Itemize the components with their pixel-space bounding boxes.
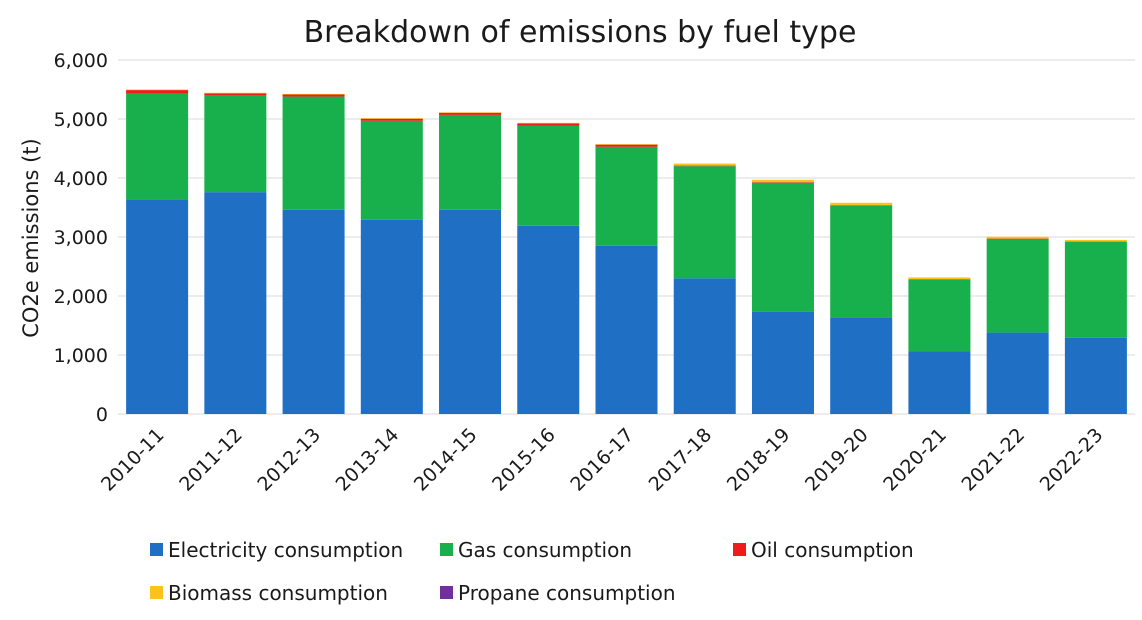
bar-segment-electricity-consumption [126, 199, 189, 414]
x-tick-label: 2017-18 [645, 424, 717, 496]
bar-segment-biomass-consumption [673, 163, 736, 166]
x-tick-label: 2019-20 [801, 424, 873, 496]
bar-segment-electricity-consumption [595, 245, 658, 414]
x-tick-label: 2011-12 [175, 424, 247, 496]
y-tick-label: 0 [96, 404, 108, 426]
legend-item: Gas consumption [440, 538, 632, 562]
legend-item: Propane consumption [440, 581, 676, 605]
y-tick-label: 6,000 [54, 50, 108, 72]
legend-item: Biomass consumption [150, 581, 388, 605]
bar-segment-electricity-consumption [1064, 337, 1127, 414]
bar-segment-oil-consumption [830, 205, 893, 206]
bar-segment-gas-consumption [908, 279, 971, 352]
y-tick-label: 3,000 [54, 227, 108, 249]
bar-segment-electricity-consumption [360, 219, 423, 414]
bar-segment-gas-consumption [595, 146, 658, 246]
bar-segment-oil-consumption [126, 90, 189, 94]
bar-segment-electricity-consumption [830, 317, 893, 414]
bar-segment-biomass-consumption [282, 93, 345, 95]
bar-segment-biomass-consumption [830, 202, 893, 206]
x-tick-label: 2022-23 [1036, 424, 1108, 496]
bar-segment-biomass-consumption [126, 89, 189, 91]
legend-swatch [440, 543, 453, 556]
bar-segment-biomass-consumption [595, 144, 658, 145]
legend-swatch [440, 586, 453, 599]
bar-segment-oil-consumption [282, 94, 345, 97]
bar-segment-biomass-consumption [751, 179, 814, 183]
bar-segment-gas-consumption [439, 114, 502, 210]
bar-segment-electricity-consumption [517, 225, 580, 414]
bar-segment-biomass-consumption [1064, 239, 1127, 242]
legend-swatch [150, 586, 163, 599]
legend-label: Electricity consumption [168, 538, 403, 562]
x-tick-label: 2016-17 [566, 424, 638, 496]
bar-segment-gas-consumption [830, 205, 893, 318]
bar-segment-electricity-consumption [986, 332, 1049, 414]
x-axis-ticks: 2010-11 2011-12 2012-13 2013-14 2014-15 2015-… [97, 424, 1107, 496]
bar-segment-gas-consumption [282, 96, 345, 210]
bar-segment-oil-consumption [360, 118, 423, 121]
bar-segment-gas-consumption [360, 120, 423, 220]
bar-segment-gas-consumption [673, 166, 736, 279]
y-tick-label: 2,000 [54, 286, 108, 308]
bar-segment-biomass-consumption [986, 236, 1049, 239]
bar-segment-gas-consumption [986, 238, 1049, 333]
legend-label: Oil consumption [751, 538, 914, 562]
bar-segment-oil-consumption [595, 144, 658, 147]
chart-title: Breakdown of emissions by fuel type [304, 15, 857, 50]
legend-item: Electricity consumption [150, 538, 403, 562]
y-tick-label: 5,000 [54, 109, 108, 131]
bar-segment-gas-consumption [126, 93, 189, 200]
y-tick-label: 4,000 [54, 168, 108, 190]
x-tick-label: 2015-16 [488, 424, 560, 496]
bar-segment-gas-consumption [204, 95, 267, 193]
y-axis-title: CO2e emissions (t) [19, 138, 43, 337]
legend-label: Biomass consumption [168, 581, 388, 605]
y-axis-ticks: 0 1,000 2,000 3,000 4,000 5,000 6,000 [54, 50, 108, 426]
x-tick-label: 2010-11 [97, 424, 169, 496]
legend-swatch [733, 543, 746, 556]
x-tick-label: 2012-13 [253, 424, 325, 496]
bar-segment-oil-consumption [439, 112, 502, 115]
bar-segment-oil-consumption [517, 123, 580, 126]
legend: Electricity consumption Gas consumption Oi… [150, 538, 914, 605]
bar-segment-electricity-consumption [673, 278, 736, 414]
bar-segment-gas-consumption [1064, 241, 1127, 338]
legend-label: Propane consumption [458, 581, 676, 605]
bar-segment-electricity-consumption [204, 192, 267, 414]
x-tick-label: 2020-21 [879, 424, 951, 496]
bar-segment-electricity-consumption [908, 351, 971, 414]
bar-segment-biomass-consumption [439, 112, 502, 113]
bars [126, 89, 1127, 414]
y-tick-label: 1,000 [54, 345, 108, 367]
legend-item: Oil consumption [733, 538, 914, 562]
bar-segment-biomass-consumption [517, 122, 580, 124]
bar-segment-electricity-consumption [282, 209, 345, 414]
bar-segment-electricity-consumption [751, 311, 814, 414]
bar-segment-biomass-consumption [204, 92, 267, 94]
bar-segment-electricity-consumption [439, 209, 502, 414]
bar-segment-oil-consumption [204, 93, 267, 96]
bar-segment-oil-consumption [751, 182, 814, 183]
bar-segment-gas-consumption [517, 125, 580, 226]
legend-swatch [150, 543, 163, 556]
bar-segment-biomass-consumption [908, 277, 971, 280]
x-tick-label: 2018-19 [723, 424, 795, 496]
x-tick-label: 2013-14 [332, 424, 404, 496]
bar-segment-oil-consumption [673, 165, 736, 167]
bar-segment-gas-consumption [751, 182, 814, 312]
bar-segment-biomass-consumption [360, 118, 423, 119]
x-tick-label: 2021-22 [957, 424, 1029, 496]
x-tick-label: 2014-15 [410, 424, 482, 496]
legend-label: Gas consumption [458, 538, 632, 562]
